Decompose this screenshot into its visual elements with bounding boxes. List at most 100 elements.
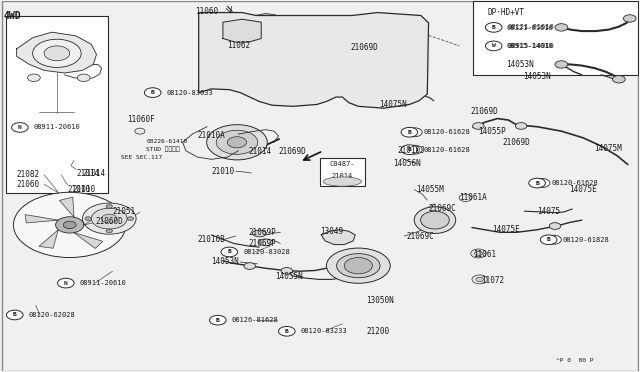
Ellipse shape xyxy=(420,211,449,229)
Circle shape xyxy=(472,275,487,284)
Text: B: B xyxy=(535,180,539,186)
Text: 13049: 13049 xyxy=(320,227,343,236)
Text: 21014: 21014 xyxy=(332,173,353,179)
Circle shape xyxy=(244,263,255,269)
Circle shape xyxy=(470,249,486,258)
Text: 14075E: 14075E xyxy=(492,225,520,234)
Circle shape xyxy=(476,277,483,282)
Text: 14055P: 14055P xyxy=(478,126,506,136)
Text: SEE SEC.117: SEE SEC.117 xyxy=(121,155,162,160)
Circle shape xyxy=(281,267,292,274)
Text: B: B xyxy=(13,312,17,317)
Circle shape xyxy=(407,145,422,154)
Circle shape xyxy=(85,217,92,221)
Bar xyxy=(320,158,365,186)
Text: 11061: 11061 xyxy=(473,250,497,259)
Text: DP·HD+VT: DP·HD+VT xyxy=(487,8,524,17)
Text: 08120-61828: 08120-61828 xyxy=(563,237,609,243)
Text: 4WD: 4WD xyxy=(4,10,22,20)
Text: 21051: 21051 xyxy=(113,208,136,217)
Bar xyxy=(473,1,638,75)
Text: B: B xyxy=(285,329,289,334)
Circle shape xyxy=(83,203,136,234)
Text: B: B xyxy=(227,250,231,254)
Text: 08120-83028: 08120-83028 xyxy=(243,249,290,255)
Text: 21200: 21200 xyxy=(366,327,389,336)
Circle shape xyxy=(63,221,76,229)
Text: 21010: 21010 xyxy=(68,185,91,194)
Text: B: B xyxy=(547,237,550,242)
Circle shape xyxy=(13,192,126,257)
Circle shape xyxy=(221,247,237,257)
Circle shape xyxy=(555,61,568,68)
Text: 21010: 21010 xyxy=(211,167,235,176)
Circle shape xyxy=(474,251,482,256)
Circle shape xyxy=(623,15,636,22)
Text: B: B xyxy=(216,318,220,323)
Circle shape xyxy=(92,208,127,229)
Text: 21010B: 21010B xyxy=(197,235,225,244)
Text: 14053N: 14053N xyxy=(523,72,551,81)
Circle shape xyxy=(485,41,502,51)
Polygon shape xyxy=(198,13,429,108)
Polygon shape xyxy=(25,215,58,223)
Text: B: B xyxy=(552,237,556,242)
Ellipse shape xyxy=(326,248,390,283)
Circle shape xyxy=(555,24,568,31)
Ellipse shape xyxy=(414,207,456,234)
Ellipse shape xyxy=(207,125,268,160)
Polygon shape xyxy=(223,19,261,42)
Polygon shape xyxy=(84,212,116,225)
Text: 14055N: 14055N xyxy=(275,272,303,281)
Text: 21014: 21014 xyxy=(248,147,271,156)
Text: W: W xyxy=(492,44,495,48)
Text: 08120-61628: 08120-61628 xyxy=(424,129,470,135)
Ellipse shape xyxy=(252,230,266,237)
Text: N: N xyxy=(64,280,68,286)
Polygon shape xyxy=(17,32,97,73)
Text: 08226-61410: 08226-61410 xyxy=(147,139,188,144)
Text: 21014: 21014 xyxy=(76,169,99,178)
Text: B: B xyxy=(408,147,412,152)
Circle shape xyxy=(227,137,246,148)
Text: 14075E: 14075E xyxy=(569,185,597,194)
Circle shape xyxy=(529,178,545,188)
Circle shape xyxy=(127,217,134,221)
Text: 08911-20610: 08911-20610 xyxy=(80,280,127,286)
Text: 11072: 11072 xyxy=(481,276,504,285)
Circle shape xyxy=(546,235,561,244)
Circle shape xyxy=(460,194,472,202)
Ellipse shape xyxy=(323,177,362,186)
Bar xyxy=(6,16,108,193)
Text: B: B xyxy=(151,90,154,95)
Text: B: B xyxy=(540,180,544,186)
Circle shape xyxy=(401,128,418,137)
Text: 21010A: 21010A xyxy=(197,131,225,141)
Circle shape xyxy=(106,229,113,233)
Text: 21069D: 21069D xyxy=(351,42,378,51)
Text: N: N xyxy=(18,125,22,130)
Circle shape xyxy=(344,257,372,274)
Text: 14053N: 14053N xyxy=(211,257,239,266)
Text: 08126-81628: 08126-81628 xyxy=(232,317,278,323)
Text: 14056N: 14056N xyxy=(394,159,421,168)
Text: 11060: 11060 xyxy=(195,7,219,16)
Text: 08120-83233: 08120-83233 xyxy=(301,328,348,334)
Circle shape xyxy=(33,39,81,67)
Text: 21060: 21060 xyxy=(17,180,40,189)
Text: 11061A: 11061A xyxy=(460,193,487,202)
Text: 08120-83033: 08120-83033 xyxy=(167,90,214,96)
Text: 11060F: 11060F xyxy=(127,115,155,124)
Circle shape xyxy=(145,88,161,97)
Text: 21069C: 21069C xyxy=(406,231,434,241)
Text: STUD スタッド: STUD スタッド xyxy=(147,146,180,152)
Text: 14075N: 14075N xyxy=(379,100,406,109)
Circle shape xyxy=(106,205,113,208)
Circle shape xyxy=(549,223,561,230)
Text: 13050N: 13050N xyxy=(366,296,394,305)
Circle shape xyxy=(209,315,226,325)
Text: C0487-: C0487- xyxy=(330,161,355,167)
Text: 21069D: 21069D xyxy=(502,138,531,147)
Circle shape xyxy=(534,179,550,187)
Text: 08120-61628: 08120-61628 xyxy=(551,180,598,186)
